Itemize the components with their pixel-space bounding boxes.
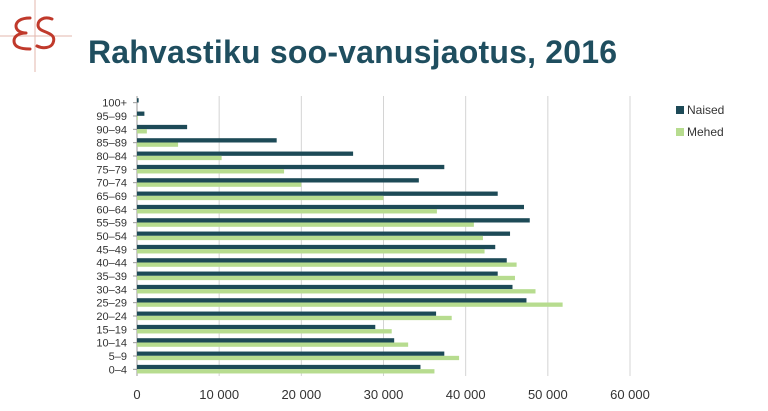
y-tick-label: 35–39 — [96, 271, 127, 283]
page-title: Rahvastiku soo-vanusjaotus, 2016 — [88, 34, 618, 70]
bar-naised — [137, 311, 437, 316]
bar-naised — [137, 258, 507, 263]
bar-naised — [137, 138, 277, 143]
legend-swatch-mehed — [676, 128, 684, 136]
legend-label-mehed: Mehed — [687, 125, 724, 139]
y-tick-label: 100+ — [102, 98, 127, 110]
bar-naised — [137, 284, 513, 290]
y-tick-label: 80–84 — [96, 151, 127, 163]
y-tick-label: 25–29 — [96, 298, 127, 310]
bar-mehed — [137, 169, 285, 174]
bar-mehed — [137, 195, 384, 201]
bar-mehed — [137, 355, 460, 361]
legend-swatch-naised — [676, 106, 684, 114]
chart-legend: Naised Mehed — [676, 100, 724, 144]
bar-naised — [137, 271, 498, 276]
y-tick-label: 95–99 — [96, 111, 127, 123]
bar-naised — [137, 324, 376, 330]
bar-naised — [137, 338, 395, 343]
bar-mehed — [137, 262, 517, 267]
y-tick-label: 75–79 — [96, 164, 127, 176]
logo-e-glyph — [12, 16, 32, 51]
x-tick-label: 40 000 — [446, 387, 486, 402]
y-tick-label: 70–74 — [96, 178, 127, 190]
bar-naised — [137, 351, 445, 356]
bar-mehed — [137, 289, 536, 294]
bar-naised — [137, 231, 511, 236]
x-tick-label: 20 000 — [281, 387, 321, 402]
bar-mehed — [137, 302, 563, 307]
bar-naised — [137, 164, 445, 170]
bar-mehed — [137, 155, 222, 161]
y-tick-label: 10–14 — [96, 338, 127, 350]
bar-naised — [137, 191, 498, 196]
y-tick-label: 0–4 — [109, 364, 127, 376]
y-tick-label: 30–34 — [96, 284, 127, 296]
x-tick-label: 30 000 — [364, 387, 404, 402]
bar-mehed — [137, 275, 515, 281]
bar-naised — [137, 298, 527, 303]
y-tick-label: 90–94 — [96, 124, 127, 136]
legend-label-naised: Naised — [687, 103, 725, 117]
bar-naised — [137, 111, 145, 116]
bar-mehed — [137, 249, 485, 254]
y-tick-label: 45–49 — [96, 244, 127, 256]
bar-mehed — [137, 222, 474, 227]
x-tick-label: 0 — [133, 387, 140, 402]
bar-mehed — [137, 342, 409, 347]
y-tick-label: 55–59 — [96, 218, 127, 230]
statistics-estonia-logo — [0, 0, 72, 72]
bar-naised — [137, 204, 525, 210]
y-tick-label: 20–24 — [96, 311, 127, 323]
bar-mehed — [137, 369, 435, 374]
logo-s-glyph — [35, 16, 56, 50]
y-tick-label: 85–89 — [96, 138, 127, 150]
y-tick-label: 60–64 — [96, 204, 127, 216]
y-tick-label: 15–19 — [96, 324, 127, 336]
bar-mehed — [137, 329, 392, 334]
x-tick-label: 10 000 — [199, 387, 239, 402]
bar-naised — [137, 98, 139, 103]
bar-mehed — [137, 315, 452, 321]
y-tick-label: 65–69 — [96, 191, 127, 203]
bar-mehed — [137, 115, 138, 121]
bar-naised — [137, 151, 354, 156]
bar-mehed — [137, 235, 483, 241]
y-tick-label: 50–54 — [96, 231, 127, 243]
bar-naised — [137, 218, 530, 223]
bar-mehed — [137, 129, 147, 134]
bar-mehed — [137, 209, 437, 214]
bar-mehed — [137, 182, 302, 187]
bar-naised — [137, 244, 496, 250]
x-tick-label: 50 000 — [528, 387, 568, 402]
y-tick-label: 5–9 — [109, 351, 127, 363]
x-tick-label: 60 000 — [610, 387, 650, 402]
y-tick-label: 40–44 — [96, 258, 127, 270]
bar-naised — [137, 364, 421, 370]
bar-naised — [137, 178, 419, 183]
legend-item-mehed: Mehed — [676, 122, 724, 142]
legend-item-naised: Naised — [676, 100, 724, 120]
bar-naised — [137, 124, 188, 130]
bar-mehed — [137, 142, 179, 147]
